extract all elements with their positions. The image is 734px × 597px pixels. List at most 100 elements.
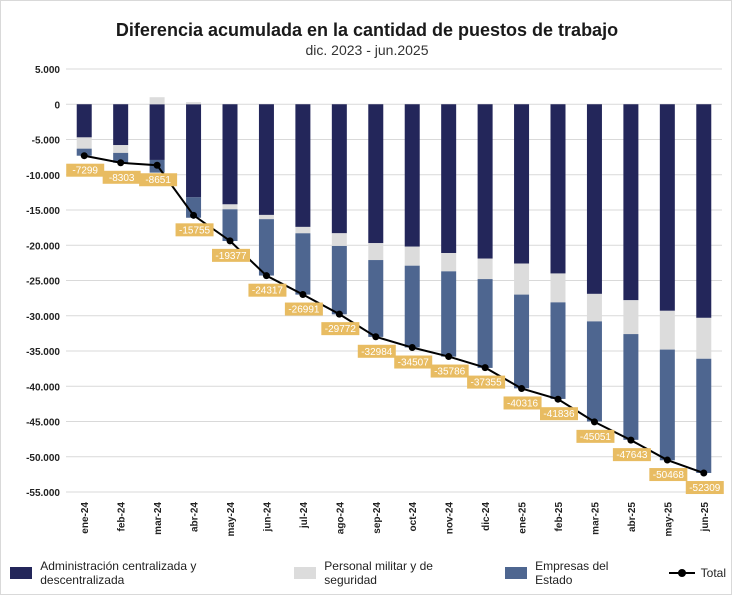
bar-segment [404, 104, 420, 247]
bar-segment [514, 263, 530, 295]
data-label-bg [685, 481, 724, 495]
data-label-bg [357, 344, 396, 358]
bar-segment [477, 258, 493, 280]
chart-legend: Administración centralizada y descentral… [10, 559, 726, 587]
bar-segment [550, 273, 566, 303]
bar-segment [331, 245, 347, 315]
data-label-bg [212, 248, 250, 262]
data-label-bg [175, 223, 214, 237]
data-label: -24317 [252, 286, 284, 297]
legend-label-admin: Administración centralizada y descentral… [40, 559, 197, 587]
data-label: -34507 [398, 358, 430, 369]
bar-segment [76, 137, 92, 149]
total-point [153, 161, 161, 169]
y-tick-label: -25.000 [26, 277, 60, 288]
legend-swatch-empresas [504, 567, 528, 579]
legend-item-admin[interactable]: Administración centralizada y descentral… [10, 559, 266, 587]
bar-segment [295, 226, 311, 234]
x-tick-label: abr-24 [190, 502, 201, 532]
bar-segment [186, 102, 202, 105]
legend-item-militar[interactable]: Personal militar y de seguridad [294, 559, 477, 587]
data-label: -35786 [434, 367, 466, 378]
x-tick-label: dic-24 [481, 502, 492, 531]
total-point [663, 456, 671, 464]
data-label: -29772 [325, 324, 357, 335]
y-tick-label: -10.000 [26, 171, 60, 182]
data-label: -8303 [109, 173, 135, 184]
bar-segment [186, 104, 202, 198]
data-label: -26991 [288, 305, 320, 316]
bar-segment [623, 104, 639, 301]
data-label-bg [102, 170, 141, 184]
bar-segment [550, 104, 566, 274]
data-label-bg [394, 355, 433, 369]
legend-item-total[interactable]: Total [668, 566, 726, 580]
data-label-bg [649, 468, 688, 482]
bar-segment [623, 334, 639, 440]
total-point [408, 344, 416, 352]
total-point [190, 211, 198, 219]
x-tick-label: ene-25 [518, 502, 529, 534]
bar-segment [258, 214, 274, 220]
total-point [445, 353, 453, 361]
bar-segment [586, 321, 602, 422]
bar-segment [659, 310, 675, 350]
chart-title: Diferencia acumulada en la cantidad de p… [115, 20, 619, 40]
data-label: -50468 [653, 470, 685, 481]
y-tick-label: -15.000 [26, 206, 60, 217]
bar-segment [368, 243, 384, 261]
data-label: -32984 [361, 347, 393, 358]
bar-segment [696, 358, 712, 473]
y-tick-label: -45.000 [26, 418, 60, 429]
bar-segment [331, 104, 347, 234]
bar-segment [331, 233, 347, 246]
total-point [117, 159, 125, 167]
y-tick-label: -35.000 [26, 347, 60, 358]
x-tick-label: sep-24 [372, 502, 383, 534]
total-point [226, 237, 234, 245]
total-point [627, 436, 635, 444]
bar-segment [368, 260, 384, 337]
total-point [372, 333, 380, 341]
bar-segment [76, 104, 92, 138]
bar-segment [258, 104, 274, 215]
x-tick-label: jun-25 [700, 502, 711, 533]
bar-segment [295, 233, 311, 295]
bar-segment [477, 104, 493, 259]
data-label: -7299 [72, 166, 98, 177]
legend-swatch-total [668, 567, 695, 579]
bar-segment [441, 253, 457, 272]
data-label-bg [66, 163, 105, 177]
data-label-bg [467, 375, 506, 389]
legend-label-militar: Personal militar y de seguridad [324, 559, 433, 587]
total-point [700, 469, 708, 477]
data-label: -45051 [580, 432, 612, 443]
bar-segment [258, 219, 274, 276]
total-point [481, 364, 489, 372]
bar-segment [514, 294, 530, 389]
y-tick-label: -20.000 [26, 241, 60, 252]
bar-segment [477, 279, 493, 368]
bar-segment [659, 349, 675, 461]
x-tick-label: feb-25 [554, 502, 565, 532]
total-point [299, 291, 307, 299]
x-tick-label: ene-24 [80, 502, 91, 534]
legend-swatch-militar [294, 567, 317, 579]
x-tick-label: oct-24 [408, 502, 419, 532]
bar-segment [586, 104, 602, 294]
bar-segment [113, 152, 129, 163]
x-tick-label: mar-25 [590, 502, 601, 535]
legend-item-empresas[interactable]: Empresas del Estado [504, 559, 641, 587]
data-label: -47643 [616, 450, 648, 461]
bar-segment [186, 197, 202, 218]
data-label-bg [284, 302, 323, 316]
x-tick-label: abr-25 [627, 502, 638, 532]
bar-segment [222, 204, 238, 210]
legend-label-total: Total [700, 566, 726, 580]
chart-subtitle: dic. 2023 - jun.2025 [305, 42, 429, 58]
x-tick-label: may-25 [663, 502, 674, 537]
total-point [518, 384, 526, 392]
bar-segment [550, 302, 566, 399]
total-point [335, 310, 343, 318]
